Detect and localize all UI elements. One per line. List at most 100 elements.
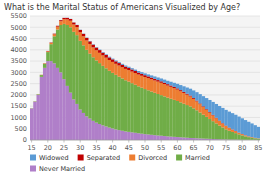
x-tick-label: 15 xyxy=(27,144,35,152)
y-tick-label: 4000 xyxy=(10,46,27,54)
bar xyxy=(130,72,133,84)
bar xyxy=(169,82,172,86)
legend-label: Separated xyxy=(87,154,121,162)
bar xyxy=(33,101,36,102)
bar xyxy=(95,48,98,51)
bar xyxy=(66,18,69,20)
bar xyxy=(46,50,49,51)
legend-swatch xyxy=(30,155,36,161)
bar xyxy=(140,72,143,74)
legend-item: Divorced xyxy=(129,154,167,162)
chart: 0500100015002000250030003500400045005000… xyxy=(0,0,267,189)
bar xyxy=(62,18,65,19)
bar xyxy=(82,45,85,113)
bar xyxy=(108,56,111,58)
bar xyxy=(179,91,182,102)
bar xyxy=(182,86,185,92)
bar xyxy=(95,47,98,48)
bars xyxy=(30,18,260,140)
bar xyxy=(160,81,163,82)
bar xyxy=(72,99,75,140)
bar xyxy=(82,36,85,45)
bar xyxy=(153,79,156,81)
bar xyxy=(163,84,166,96)
bar xyxy=(179,85,182,90)
bar xyxy=(173,137,176,140)
y-tick-label: 3500 xyxy=(10,57,27,65)
x-tick-label: 85 xyxy=(254,144,262,152)
bar xyxy=(143,89,146,134)
bar xyxy=(185,88,188,94)
bar xyxy=(221,108,224,123)
bar xyxy=(69,19,72,21)
bar xyxy=(40,75,43,77)
bar xyxy=(46,52,49,61)
bar xyxy=(66,86,69,140)
bar xyxy=(46,51,49,53)
bar xyxy=(234,131,237,133)
bar xyxy=(182,104,185,138)
series xyxy=(30,19,260,139)
bar xyxy=(56,30,59,68)
bar xyxy=(36,94,39,96)
bar xyxy=(82,113,85,140)
bar xyxy=(53,33,56,35)
bar xyxy=(169,99,172,137)
y-tick-label: 2000 xyxy=(10,91,27,99)
bar xyxy=(163,96,166,136)
x-tick-label: 35 xyxy=(92,144,100,152)
bar xyxy=(62,17,65,18)
bar xyxy=(198,94,201,103)
bar xyxy=(208,100,211,112)
y-tick-label: 1500 xyxy=(10,102,27,110)
bar xyxy=(101,52,104,54)
bar xyxy=(176,137,179,140)
legend-label: Widowed xyxy=(39,154,69,162)
bar xyxy=(124,66,127,67)
bar xyxy=(160,83,163,95)
bar xyxy=(189,96,192,106)
legend-swatch xyxy=(78,155,84,161)
bar xyxy=(53,36,56,63)
bar xyxy=(237,134,240,139)
bar xyxy=(195,101,198,110)
bar xyxy=(127,70,130,81)
bar xyxy=(56,25,59,27)
bar xyxy=(85,40,88,49)
bar xyxy=(176,88,179,89)
bar xyxy=(66,17,69,18)
bar xyxy=(228,128,231,131)
legend-label: Married xyxy=(185,154,210,162)
bar xyxy=(208,119,211,139)
bar xyxy=(69,93,72,140)
bar xyxy=(72,24,75,31)
bar xyxy=(49,44,52,61)
x-tick xyxy=(112,140,113,143)
bar xyxy=(143,77,146,89)
bar xyxy=(176,90,179,101)
bar xyxy=(92,121,95,140)
bar xyxy=(143,73,146,75)
bar xyxy=(192,90,195,98)
bar xyxy=(121,78,124,130)
bar xyxy=(156,80,159,82)
bar xyxy=(43,63,46,64)
bar xyxy=(117,63,120,65)
bar xyxy=(205,98,208,109)
bar xyxy=(101,66,104,126)
bar xyxy=(111,58,114,60)
legend-item: Widowed xyxy=(30,154,69,162)
bar xyxy=(46,61,49,140)
series xyxy=(30,18,260,138)
bar xyxy=(185,95,188,105)
bar xyxy=(49,43,52,44)
bar xyxy=(88,44,91,54)
bar xyxy=(33,102,36,140)
bar xyxy=(182,92,185,93)
bar xyxy=(30,108,33,109)
bar xyxy=(231,113,234,129)
bar xyxy=(59,21,62,25)
bar xyxy=(114,129,117,140)
bar xyxy=(130,68,133,69)
y-tick-label: 500 xyxy=(15,125,27,133)
